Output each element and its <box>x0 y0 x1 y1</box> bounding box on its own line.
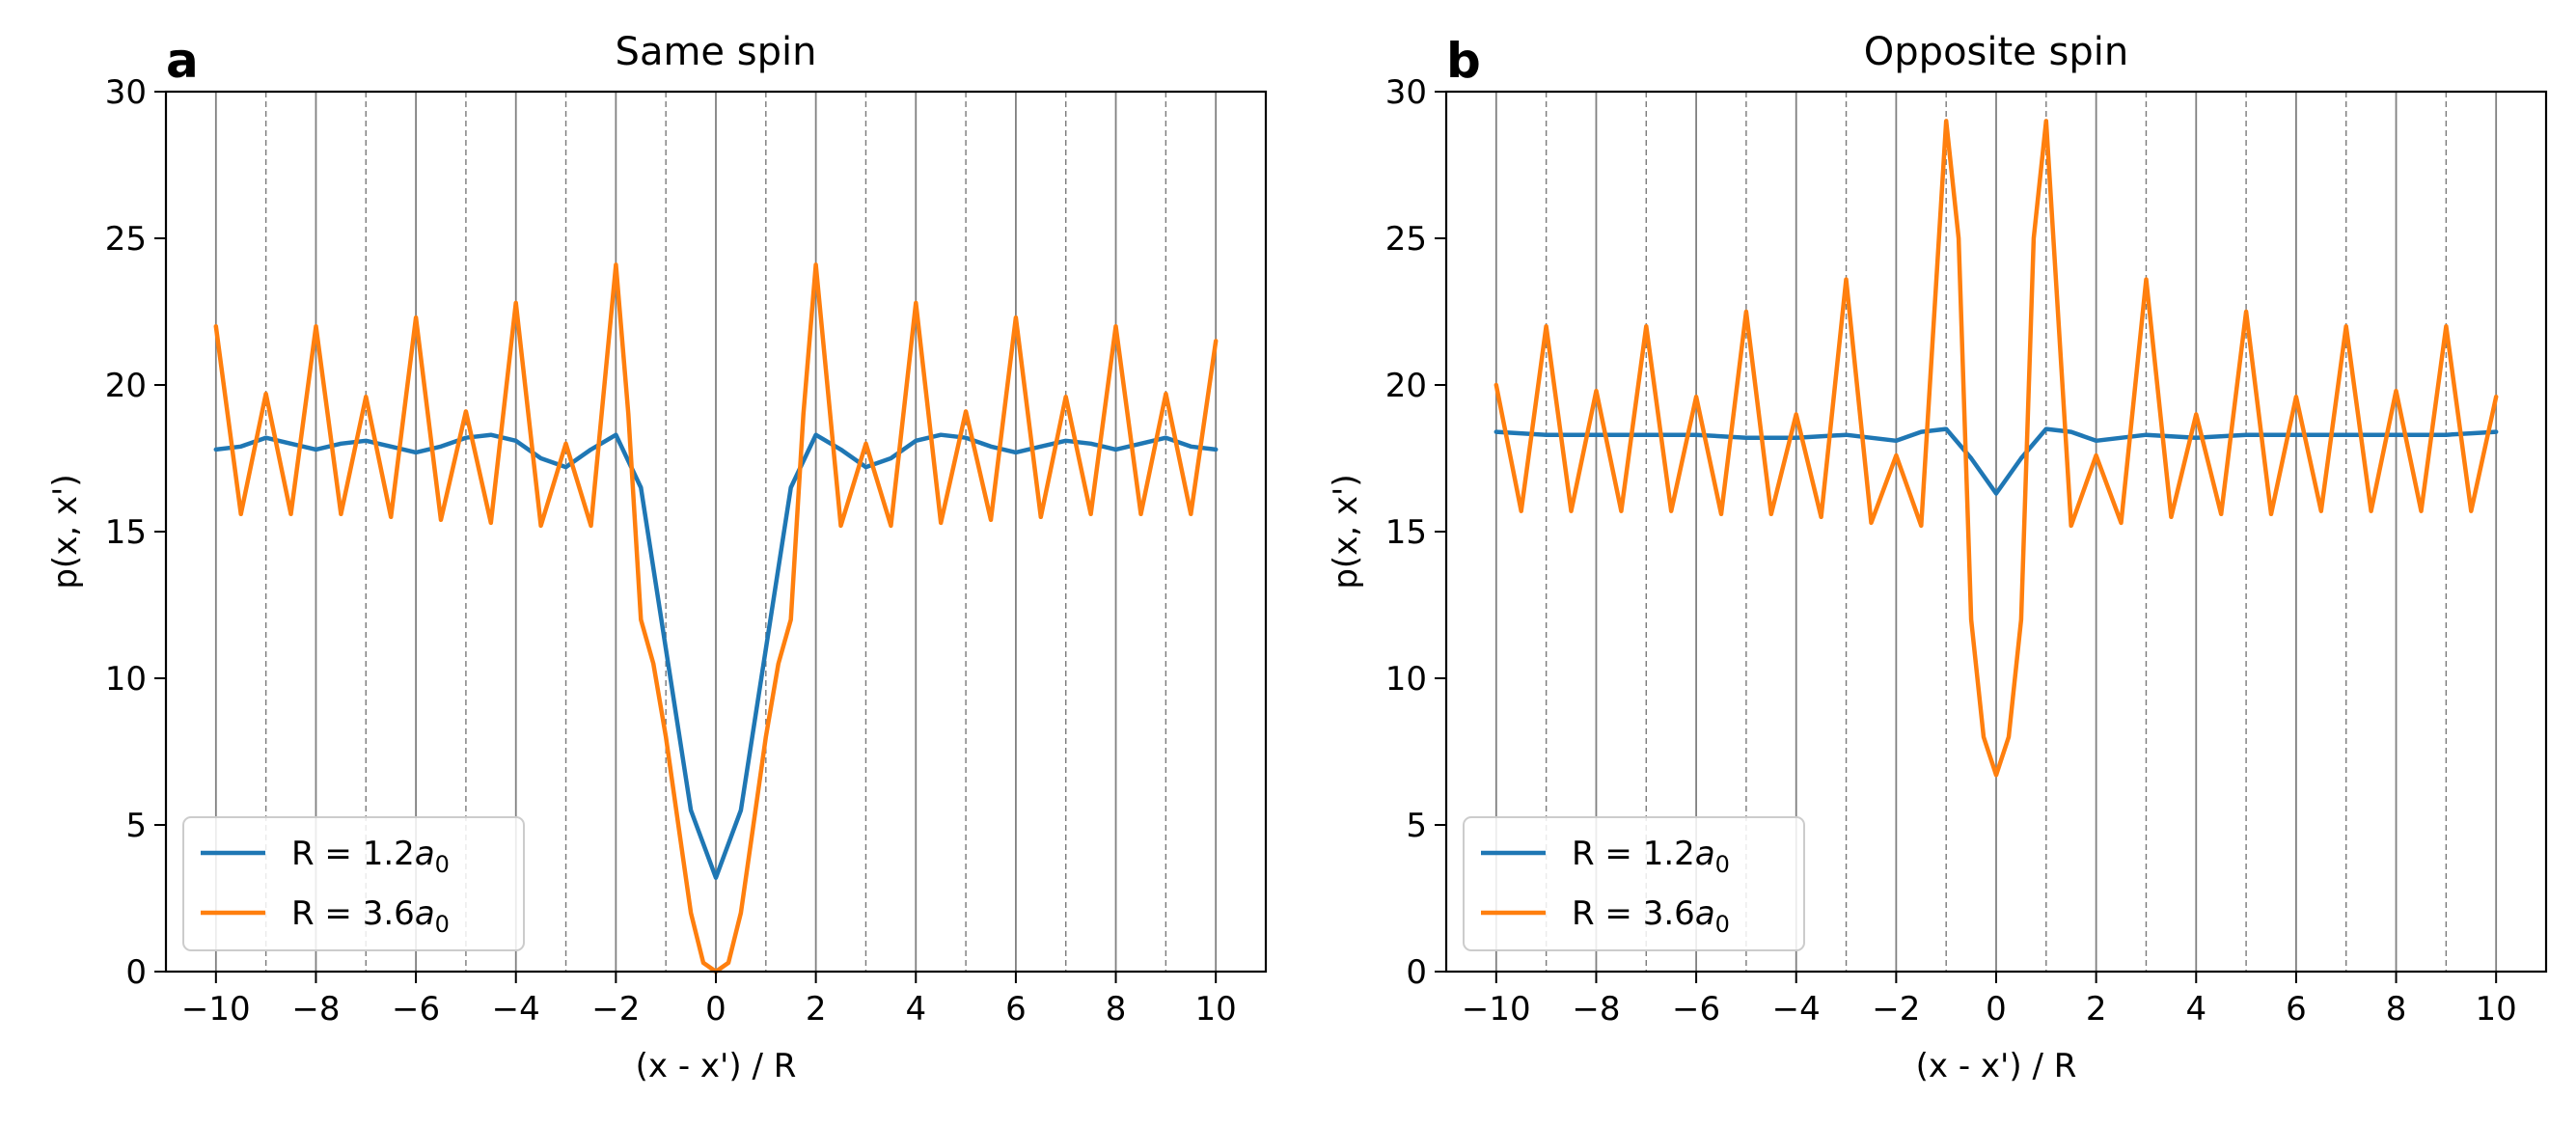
panel-letter: a <box>166 33 199 89</box>
x-tick-label: 8 <box>2386 990 2407 1029</box>
legend-label-sub: 0 <box>1715 851 1730 878</box>
legend-box <box>182 816 525 951</box>
x-tick-label: 2 <box>2086 990 2107 1029</box>
series-line-2 <box>1494 119 2499 778</box>
x-tick-label: −4 <box>1772 990 1821 1029</box>
legend-label-sub: 0 <box>1715 911 1730 938</box>
y-axis-title: p(x, x') <box>46 474 85 589</box>
legend-label-prefix: R = 3.6 <box>1572 894 1695 933</box>
x-tick-label: 0 <box>705 990 726 1029</box>
x-tick-label: −10 <box>181 990 251 1029</box>
x-tick-label: 2 <box>806 990 827 1029</box>
legend-label-var: a <box>1695 894 1715 933</box>
legend-label: R = 1.2a0 <box>291 835 450 878</box>
x-tick-label: 6 <box>1005 990 1027 1029</box>
x-tick-label: −10 <box>1462 990 1531 1029</box>
x-tick-label: −4 <box>492 990 540 1029</box>
legend-label-sub: 0 <box>435 911 450 938</box>
y-tick-label: 30 <box>1385 73 1427 112</box>
x-tick-label: −6 <box>392 990 440 1029</box>
legend-box <box>1463 816 1805 951</box>
legend-label-prefix: R = 1.2 <box>1572 835 1695 873</box>
y-tick-label: 20 <box>1385 367 1427 405</box>
legend-label: R = 3.6a0 <box>1572 894 1730 938</box>
legend-label-prefix: R = 1.2 <box>291 835 415 873</box>
y-tick-label: 25 <box>1385 220 1427 259</box>
legend-label: R = 3.6a0 <box>291 894 450 938</box>
legend-label: R = 1.2a0 <box>1572 835 1730 878</box>
x-tick-label: −6 <box>1672 990 1720 1029</box>
y-tick-label: 30 <box>105 73 147 112</box>
x-tick-label: −2 <box>591 990 640 1029</box>
y-tick-label: 0 <box>1406 953 1427 992</box>
x-tick-label: 10 <box>2476 990 2517 1029</box>
panel-a: −10 −8 −6 −4 −2 0 2 4 6 8 10 0 5 10 15 20 25 30 (x - x') /… <box>46 30 1268 1085</box>
legend-label-prefix: R = 3.6 <box>291 894 415 933</box>
x-tick-label: −8 <box>291 990 340 1029</box>
y-tick-label: 20 <box>105 367 147 405</box>
y-tick-label: 5 <box>1406 807 1427 845</box>
y-tick-label: 25 <box>105 220 147 259</box>
x-tick-label: −2 <box>1872 990 1920 1029</box>
y-tick-label: 15 <box>105 513 147 552</box>
series-line-1 <box>1494 426 2499 496</box>
y-tick-label: 0 <box>125 953 147 992</box>
legend-label-sub: 0 <box>435 851 450 878</box>
x-tick-label: 8 <box>1106 990 1127 1029</box>
x-tick-label: 6 <box>2286 990 2307 1029</box>
y-tick-label: 10 <box>105 660 147 699</box>
y-axis-title: p(x, x') <box>1327 474 1365 589</box>
y-tick-label: 10 <box>1385 660 1427 699</box>
panel-b: −10 −8 −6 −4 −2 0 2 4 6 8 10 0 5 10 15 20 25 30 (x - x') /… <box>1327 30 2548 1085</box>
y-tick-label: 5 <box>125 807 147 845</box>
x-axis-title: (x - x') / R <box>1916 1047 2077 1085</box>
legend-label-var: a <box>415 835 435 873</box>
legend-label-var: a <box>1695 835 1715 873</box>
x-tick-label: 4 <box>2185 990 2206 1029</box>
legend-label-var: a <box>415 894 435 933</box>
x-tick-label: −8 <box>1572 990 1620 1029</box>
series-line-1 <box>213 432 1219 880</box>
y-tick-label: 15 <box>1385 513 1427 552</box>
x-tick-label: 10 <box>1195 990 1237 1029</box>
panel-letter: b <box>1446 33 1481 89</box>
x-tick-label: 4 <box>905 990 926 1029</box>
x-axis-title: (x - x') / R <box>636 1047 797 1085</box>
chart-title: Same spin <box>616 30 817 74</box>
x-tick-label: 0 <box>1986 990 2007 1029</box>
chart-title: Opposite spin <box>1864 30 2128 74</box>
